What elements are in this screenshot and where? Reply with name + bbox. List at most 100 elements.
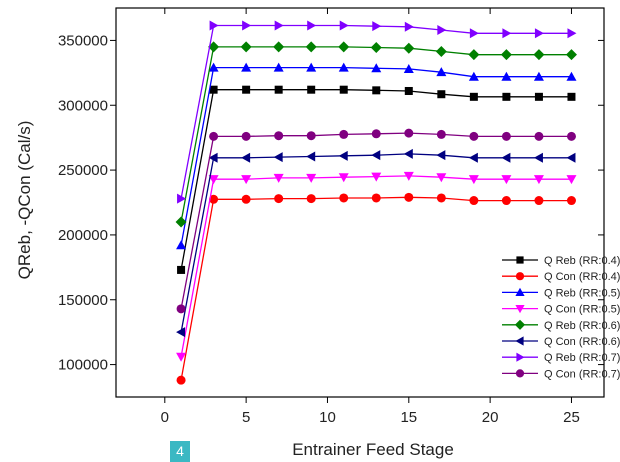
legend-marker [515,287,525,296]
y-tick-label: 350000 [58,32,108,49]
data-point [371,63,382,73]
legend-label: Q Reb (RR:0.6) [544,320,620,332]
data-point [176,327,186,338]
data-point [469,196,479,206]
data-point [566,152,576,163]
data-point [242,20,252,31]
legend-label: Q Reb (RR:0.5) [544,287,620,299]
data-point [436,173,447,183]
x-tick-label: 25 [563,409,580,426]
data-point [566,71,577,81]
data-point [533,49,545,61]
legend-marker [515,305,525,314]
data-point [339,129,349,139]
data-point [371,150,381,161]
data-point [533,175,544,185]
legend-marker [515,369,525,378]
data-point [307,20,317,31]
y-tick-label: 150000 [58,292,108,309]
data-point [403,42,415,54]
data-point [371,172,382,182]
data-point [566,196,576,206]
data-point [372,86,381,95]
data-point [339,20,349,31]
data-point [241,175,252,185]
data-point [372,21,382,32]
data-point [241,152,251,163]
legend-label: Q Reb (RR:0.4) [544,255,620,267]
data-point [567,28,577,39]
data-point [567,92,576,101]
data-point [501,196,511,206]
data-point [274,194,284,204]
data-point [274,85,283,94]
plot-frame [115,7,605,398]
data-point [468,175,479,185]
data-point [208,152,218,163]
plot-area-border [115,7,605,398]
legend-marker [516,256,524,264]
data-point [274,131,284,141]
data-point [501,71,512,81]
data-point [371,193,381,203]
x-tick-label: 10 [319,409,336,426]
data-point [273,152,283,163]
data-point [209,20,219,31]
y-tick-label: 250000 [58,162,108,179]
series-line [180,132,572,309]
data-point [534,92,543,101]
data-point [404,192,414,202]
data-point [338,173,349,183]
data-point [501,152,511,163]
data-point [208,175,219,185]
data-point [305,41,317,53]
data-point [339,193,349,203]
data-point [404,128,414,138]
data-point [209,85,218,94]
data-point [273,173,284,183]
data-point [566,131,576,141]
data-point [468,152,478,163]
data-point [436,150,446,161]
data-point [533,152,543,163]
series-6 [176,148,576,338]
data-point [534,131,544,141]
series-4 [176,171,577,362]
data-point [436,193,446,203]
legend-label: Q Con (RR:0.6) [544,336,620,348]
data-point [209,131,219,141]
data-point [371,129,381,139]
legend-marker [514,319,526,330]
data-point [338,150,348,161]
data-point [338,41,350,53]
data-point [338,62,349,72]
legend: Q Reb (RR:0.4) Q Con (RR:0.4) Q Reb (RR:0.… [502,255,620,380]
series-line [180,175,572,357]
legend-label: Q Con (RR:0.4) [544,271,620,283]
data-point [177,193,187,204]
data-point [241,194,251,204]
data-point [533,71,544,81]
data-point [208,41,220,53]
data-point [306,151,316,162]
series-group [175,20,577,385]
data-point [502,28,512,39]
data-point [176,240,187,250]
data-point [437,25,447,36]
data-point [437,90,446,99]
data-point [566,175,577,185]
data-point [273,41,285,53]
series-5 [175,41,577,228]
y-tick-label: 300000 [58,97,108,114]
series-8 [176,128,576,314]
data-point [469,92,478,101]
x-axis-label: Entrainer Feed Stage [292,440,454,459]
data-point [469,28,479,39]
data-point [403,148,413,159]
series-1 [177,85,576,274]
data-point [468,71,479,81]
series-line [180,196,572,381]
x-tick-label: 5 [242,409,250,426]
data-point [534,28,544,39]
